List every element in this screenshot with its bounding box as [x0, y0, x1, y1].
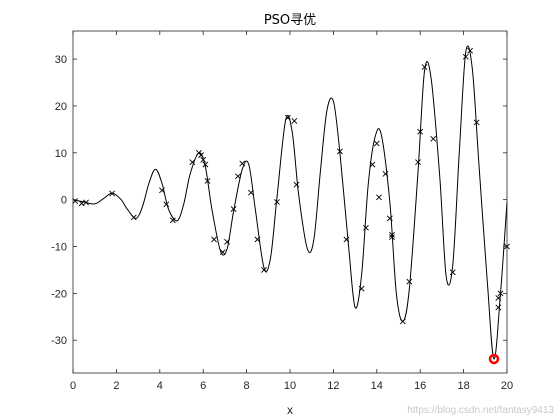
particle-point: [497, 290, 504, 297]
particle-point: [109, 190, 115, 197]
x-tick-label: 2: [113, 380, 119, 392]
particle-point: [473, 119, 480, 126]
watermark: https://blog.csdn.net/fantasy9413: [407, 405, 554, 416]
particle-point: [399, 318, 406, 325]
particle-point: [202, 161, 209, 168]
particle-point: [386, 215, 393, 222]
particle-point: [406, 278, 413, 285]
particle-point: [284, 114, 291, 121]
particle-point: [230, 206, 237, 212]
x-tick-label: 20: [501, 380, 513, 392]
particle-point: [200, 156, 207, 163]
particle-point: [421, 64, 428, 70]
plot-frame: [72, 30, 508, 374]
particle-point: [462, 53, 469, 60]
particle-point: [169, 217, 176, 224]
x-tick-label: 0: [70, 380, 76, 392]
particle-point: [417, 128, 424, 135]
y-tick-label: -10: [51, 242, 67, 254]
particle-point: [467, 47, 474, 54]
x-tick-label: 6: [200, 380, 206, 392]
particle-point: [415, 159, 421, 166]
particle-point: [293, 181, 300, 188]
particle-point: [495, 295, 502, 301]
series-line: [72, 45, 508, 360]
particle-point: [235, 173, 241, 180]
x-tick-label: 16: [414, 380, 426, 392]
particle-point: [373, 140, 380, 147]
x-axis-ticks: 0 2 4 6 8 10 12 14 16 18 20: [70, 31, 513, 392]
y-tick-label: 10: [55, 148, 67, 160]
particle-point: [343, 236, 350, 243]
x-axis-label: x: [287, 403, 293, 417]
x-tick-label: 14: [371, 380, 383, 392]
particle-point: [369, 161, 376, 168]
x-tick-label: 12: [327, 380, 339, 392]
particle-point: [274, 199, 280, 205]
particle-point: [204, 177, 211, 184]
particle-point: [239, 160, 246, 167]
optimum-point: [488, 353, 500, 365]
y-tick-label: 0: [61, 195, 67, 207]
x-tick-label: 18: [457, 380, 469, 392]
particle-point: [83, 199, 89, 206]
x-tick-label: 10: [284, 380, 296, 392]
particle-point: [219, 249, 226, 256]
particle-point: [382, 170, 389, 177]
chart-title: PSO寻优: [264, 13, 316, 28]
particle-point: [224, 238, 230, 245]
y-tick-label: -30: [51, 335, 67, 347]
particle-point: [358, 285, 365, 292]
particle-point: [389, 231, 395, 238]
particle-point: [248, 189, 254, 196]
particle-point: [211, 236, 217, 243]
particle-point: [363, 224, 369, 231]
particle-point: [261, 267, 267, 273]
particle-point: [430, 135, 437, 142]
particle-point: [336, 148, 343, 155]
y-axis-ticks: -30 -20 -10 0 10 20 30: [51, 54, 507, 347]
x-tick-label: 8: [244, 380, 250, 392]
y-tick-label: 20: [55, 101, 67, 113]
particle-point: [291, 118, 298, 124]
particle-point: [449, 269, 456, 276]
particle-point: [254, 236, 261, 243]
particle-point: [389, 234, 395, 241]
particle-point: [78, 200, 85, 207]
particle-point: [159, 187, 165, 194]
plot-area: [72, 45, 510, 365]
particle-point: [130, 214, 137, 221]
x-tick-label: 4: [157, 380, 163, 392]
particle-point: [189, 159, 196, 166]
y-tick-label: -20: [51, 288, 67, 300]
particle-point: [495, 304, 502, 311]
particle-point: [376, 194, 382, 201]
particle-point: [198, 152, 204, 159]
y-tick-label: 30: [55, 54, 67, 66]
particle-point: [163, 201, 170, 208]
